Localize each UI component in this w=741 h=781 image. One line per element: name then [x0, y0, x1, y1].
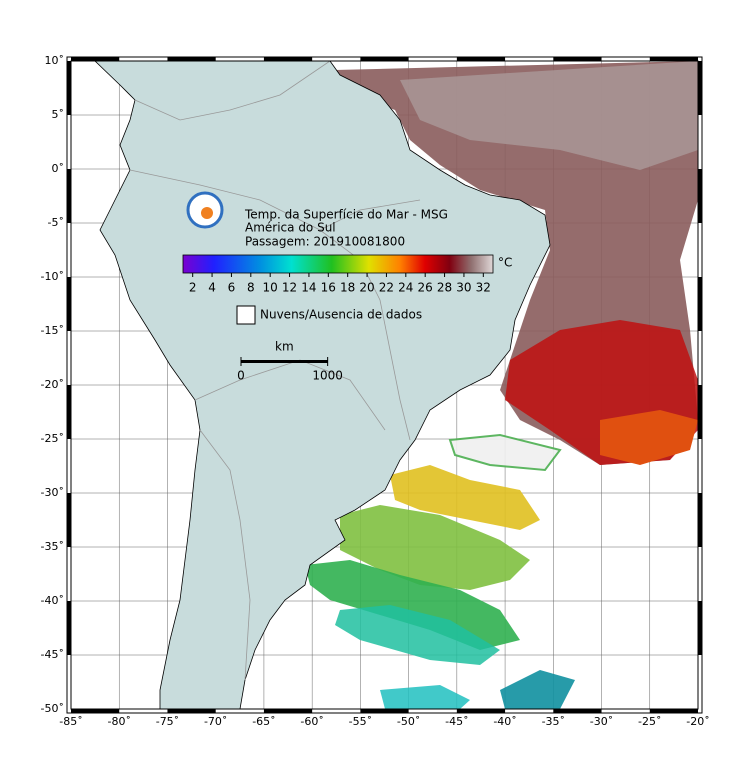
frame-segment — [167, 709, 216, 713]
colorbar-tick-label: 20 — [359, 281, 374, 295]
lat-tick-label: -45˚ — [41, 648, 64, 661]
scale-unit: km — [275, 340, 294, 354]
frame-segment — [67, 601, 71, 655]
frame-segment — [698, 385, 702, 439]
lat-tick-label: -35˚ — [41, 540, 64, 553]
sst-field — [305, 61, 698, 709]
frame-segment — [698, 277, 702, 331]
frame-segment — [71, 709, 120, 713]
frame-segment — [698, 601, 702, 655]
lon-tick-label: -60˚ — [300, 715, 323, 728]
colorbar — [182, 254, 494, 274]
frame-segment — [263, 709, 313, 713]
lon-tick-label: -80˚ — [107, 715, 130, 728]
colorbar-tick-label: 24 — [398, 281, 413, 295]
colorbar-tick-label: 8 — [247, 281, 255, 295]
lat-tick-label: 5˚ — [52, 108, 65, 121]
frame-segment — [360, 57, 409, 61]
lat-tick-label: -40˚ — [41, 594, 64, 607]
lat-tick-label: -15˚ — [41, 324, 64, 337]
lon-tick-label: -75˚ — [156, 715, 179, 728]
colorbar-unit: °C — [498, 256, 512, 270]
lat-tick-label: -10˚ — [41, 270, 64, 283]
colorbar-tick-label: 22 — [379, 281, 394, 295]
no-data-label: Nuvens/Ausencia de dados — [260, 308, 422, 322]
legend-region: América do Sul — [245, 221, 336, 235]
frame-segment — [67, 385, 71, 439]
legend: Temp. da Superfície do Mar - MSG América… — [182, 191, 512, 383]
lat-tick-label: -5˚ — [48, 216, 64, 229]
colorbar-tick-label: 6 — [228, 281, 236, 295]
colorbar-tick-label: 2 — [189, 281, 197, 295]
lon-tick-label: -40˚ — [493, 715, 516, 728]
lat-tick-label: 10˚ — [45, 54, 65, 67]
logo-dot — [201, 207, 213, 219]
frame-segment — [263, 57, 313, 61]
colorbar-tick-label: 30 — [456, 281, 471, 295]
legend-title: Temp. da Superfície do Mar - MSG — [244, 208, 448, 222]
frame-segment — [67, 277, 71, 331]
no-data-swatch — [236, 305, 256, 325]
lon-tick-label: -20˚ — [686, 715, 709, 728]
colorbar-tick-label: 12 — [282, 281, 297, 295]
frame-segment — [698, 61, 702, 115]
colorbar-tick-label: 14 — [301, 281, 316, 295]
frame-segment — [698, 169, 702, 223]
legend-pass: Passagem: 201910081800 — [245, 235, 405, 249]
frame-segment — [67, 61, 71, 115]
frame-segment — [649, 709, 698, 713]
frame-segment — [167, 57, 216, 61]
scale-tick-label: 0 — [237, 369, 245, 383]
lat-tick-label: -30˚ — [41, 486, 64, 499]
colorbar-tick-label: 18 — [340, 281, 355, 295]
colorbar-tick-label: 10 — [263, 281, 278, 295]
frame-segment — [553, 709, 602, 713]
lat-tick-label: -20˚ — [41, 378, 64, 391]
frame-segment — [649, 57, 698, 61]
scale-bar — [241, 360, 328, 363]
lon-tick-label: -50˚ — [397, 715, 420, 728]
colorbar-tick-label: 16 — [321, 281, 336, 295]
scale-tick-label: 1000 — [312, 369, 343, 383]
frame-segment — [360, 709, 409, 713]
colorbar-tick-label: 28 — [437, 281, 452, 295]
frame-segment — [67, 493, 71, 547]
lon-tick-label: -45˚ — [445, 715, 468, 728]
frame-segment — [456, 709, 506, 713]
lat-tick-label: 0˚ — [52, 162, 65, 175]
colorbar-tick-label: 4 — [208, 281, 216, 295]
frame-segment — [553, 57, 602, 61]
lon-tick-label: -65˚ — [252, 715, 275, 728]
lon-tick-label: -25˚ — [638, 715, 661, 728]
lon-tick-label: -85˚ — [59, 715, 82, 728]
lon-tick-label: -70˚ — [204, 715, 227, 728]
lat-tick-label: -50˚ — [41, 702, 64, 715]
colorbar-tick-label: 26 — [418, 281, 433, 295]
lon-tick-label: -30˚ — [590, 715, 613, 728]
frame-segment — [456, 57, 506, 61]
frame-segment — [698, 493, 702, 547]
frame-segment — [71, 57, 120, 61]
lat-tick-label: -25˚ — [41, 432, 64, 445]
colorbar-tick-label: 32 — [476, 281, 491, 295]
lon-tick-label: -35˚ — [542, 715, 565, 728]
lon-tick-label: -55˚ — [349, 715, 372, 728]
frame-segment — [67, 169, 71, 223]
